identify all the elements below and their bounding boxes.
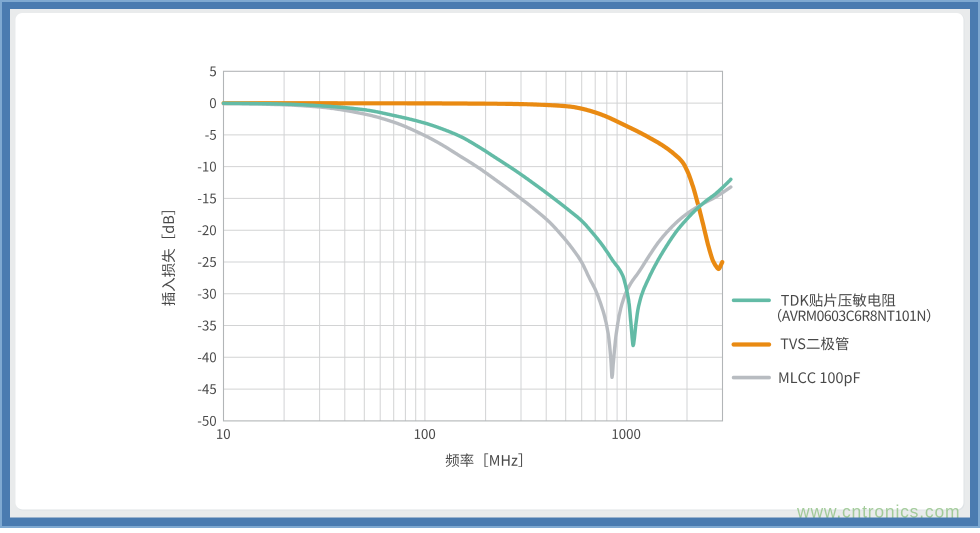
svg-text:www.cntronics.com: www.cntronics.com: [796, 501, 960, 521]
